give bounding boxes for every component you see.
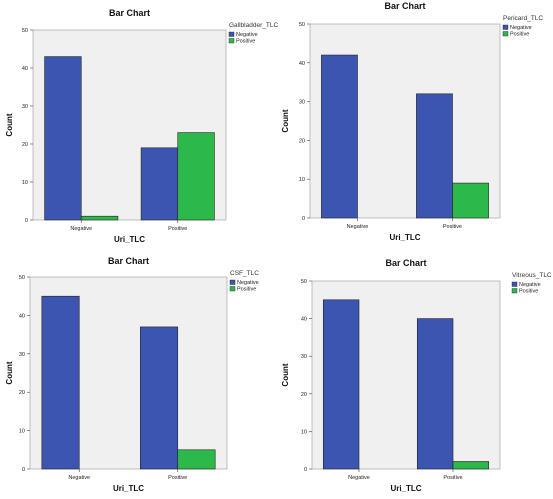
y-tick-label: 0 [302,216,305,222]
x-tick-label: Positive [443,475,462,481]
chart-title: Bar Chart [384,1,425,11]
legend-item: Negative [519,282,541,288]
y-tick-label: 50 [22,28,28,34]
x-tick-label: Negative [347,224,369,230]
x-tick-label: Negative [68,475,90,481]
x-tick-label: Positive [168,226,187,232]
y-tick-label: 50 [301,279,307,285]
y-axis-label: Count [281,109,290,132]
legend-item: Negative [237,280,259,286]
y-tick-label: 40 [19,313,25,319]
bar-negative-negative [41,295,80,470]
legend-item: Positive [510,32,529,38]
y-tick-label: 30 [19,352,25,358]
legend-item: Negative [236,32,258,38]
legend-item: Positive [237,287,256,293]
y-tick-label: 30 [22,104,28,110]
y-tick-label: 40 [301,317,307,323]
legend-swatch [511,288,518,294]
bar-positive-positive [452,461,490,470]
legend-swatch [502,31,509,37]
chart-panel-vitreous: Bar Chart 0 10 20 30 40 50 Count Negative Positiv… [276,250,553,499]
y-tick-label: 30 [299,100,305,106]
legend-swatch [511,281,518,287]
legend-item: Positive [236,39,255,45]
chart-title: Bar Chart [109,8,150,18]
y-tick-label: 10 [19,429,25,435]
y-tick-label: 20 [19,390,25,396]
legend-title: Vitreous_TLC [512,272,552,279]
y-tick-label: 50 [299,22,305,28]
x-axis-label: Uri_TLC [390,484,421,493]
bar-negative-negative [322,299,360,470]
x-axis-label: Uri_TLC [389,233,420,242]
bar-positive-negative [416,318,454,470]
bar-positive-negative [416,93,453,219]
bar-negative-positive [80,215,119,221]
legend-title: Pericard_TLC [503,15,543,22]
legend-swatch [228,31,235,37]
y-tick-label: 50 [19,275,25,281]
y-tick-label: 0 [25,218,28,224]
legend-item: Negative [510,25,532,31]
y-axis-label: Count [281,363,290,386]
chart-panel-csf: Bar Chart 0 10 20 30 40 50 Count Negative Positiv… [0,250,276,499]
bar-positive-negative [140,326,179,470]
bar-positive-positive [177,449,216,470]
y-tick-label: 20 [299,138,305,144]
y-tick-label: 10 [22,180,28,186]
x-tick-label: Positive [443,224,462,230]
x-axis-label: Uri_TLC [113,484,144,493]
x-tick-label: Positive [168,475,187,481]
y-axis-label: Count [5,361,14,384]
x-axis-label: Uri_TLC [114,235,145,244]
chart-panel-pericard: Bar Chart 0 10 20 30 40 50 Count Negative Positiv… [276,0,553,250]
legend-swatch [228,38,235,44]
x-tick-label: Negative [348,475,370,481]
bar-positive-positive [177,132,215,221]
y-tick-label: 0 [304,467,307,473]
chart-title: Bar Chart [108,256,149,266]
y-tick-label: 20 [22,142,28,148]
legend-swatch [502,24,509,30]
legend-item: Positive [519,289,538,295]
y-tick-label: 40 [299,61,305,67]
y-tick-label: 40 [22,66,28,72]
legend-title: Gallbladder_TLC [229,22,278,29]
y-tick-label: 10 [301,429,307,435]
chart-panel-gallbladder: Bar Chart 0 10 20 30 40 50 Count Negative Positiv… [0,0,278,250]
chart-title: Bar Chart [385,258,426,268]
y-tick-label: 0 [22,467,25,473]
y-tick-label: 20 [301,392,307,398]
y-tick-label: 10 [299,177,305,183]
legend-swatch [229,279,236,285]
x-tick-label: Negative [70,226,92,232]
legend-title: CSF_TLC [230,270,259,277]
bar-positive-positive [452,182,489,219]
y-axis-label: Count [5,113,14,136]
y-tick-label: 30 [301,354,307,360]
bar-negative-negative [44,56,82,221]
bar-negative-negative [321,54,358,219]
legend-swatch [229,286,236,292]
bar-positive-negative [140,147,179,221]
